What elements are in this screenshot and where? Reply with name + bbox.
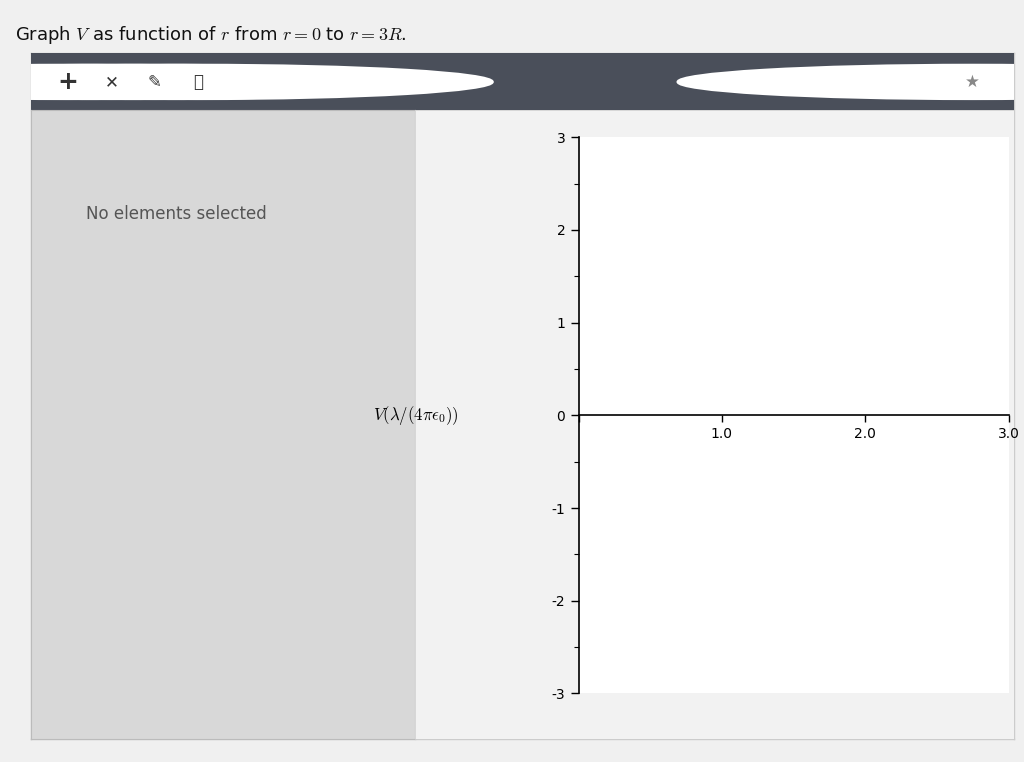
Text: ✎: ✎ bbox=[147, 73, 162, 91]
Y-axis label: $V(\lambda/(4\pi\epsilon_0))$: $V(\lambda/(4\pi\epsilon_0))$ bbox=[373, 404, 458, 427]
Text: ⧆: ⧆ bbox=[193, 73, 203, 91]
Circle shape bbox=[0, 65, 362, 99]
Circle shape bbox=[0, 65, 493, 99]
Text: +: + bbox=[57, 70, 79, 94]
Text: ★: ★ bbox=[965, 73, 980, 91]
Text: Graph $V$ as function of $r$ from $r = 0$ to $r = 3R$.: Graph $V$ as function of $r$ from $r = 0… bbox=[15, 24, 407, 46]
Circle shape bbox=[678, 65, 1024, 99]
Text: ✕: ✕ bbox=[104, 73, 118, 91]
Text: No elements selected: No elements selected bbox=[86, 205, 267, 223]
Circle shape bbox=[0, 65, 450, 99]
Circle shape bbox=[0, 65, 407, 99]
